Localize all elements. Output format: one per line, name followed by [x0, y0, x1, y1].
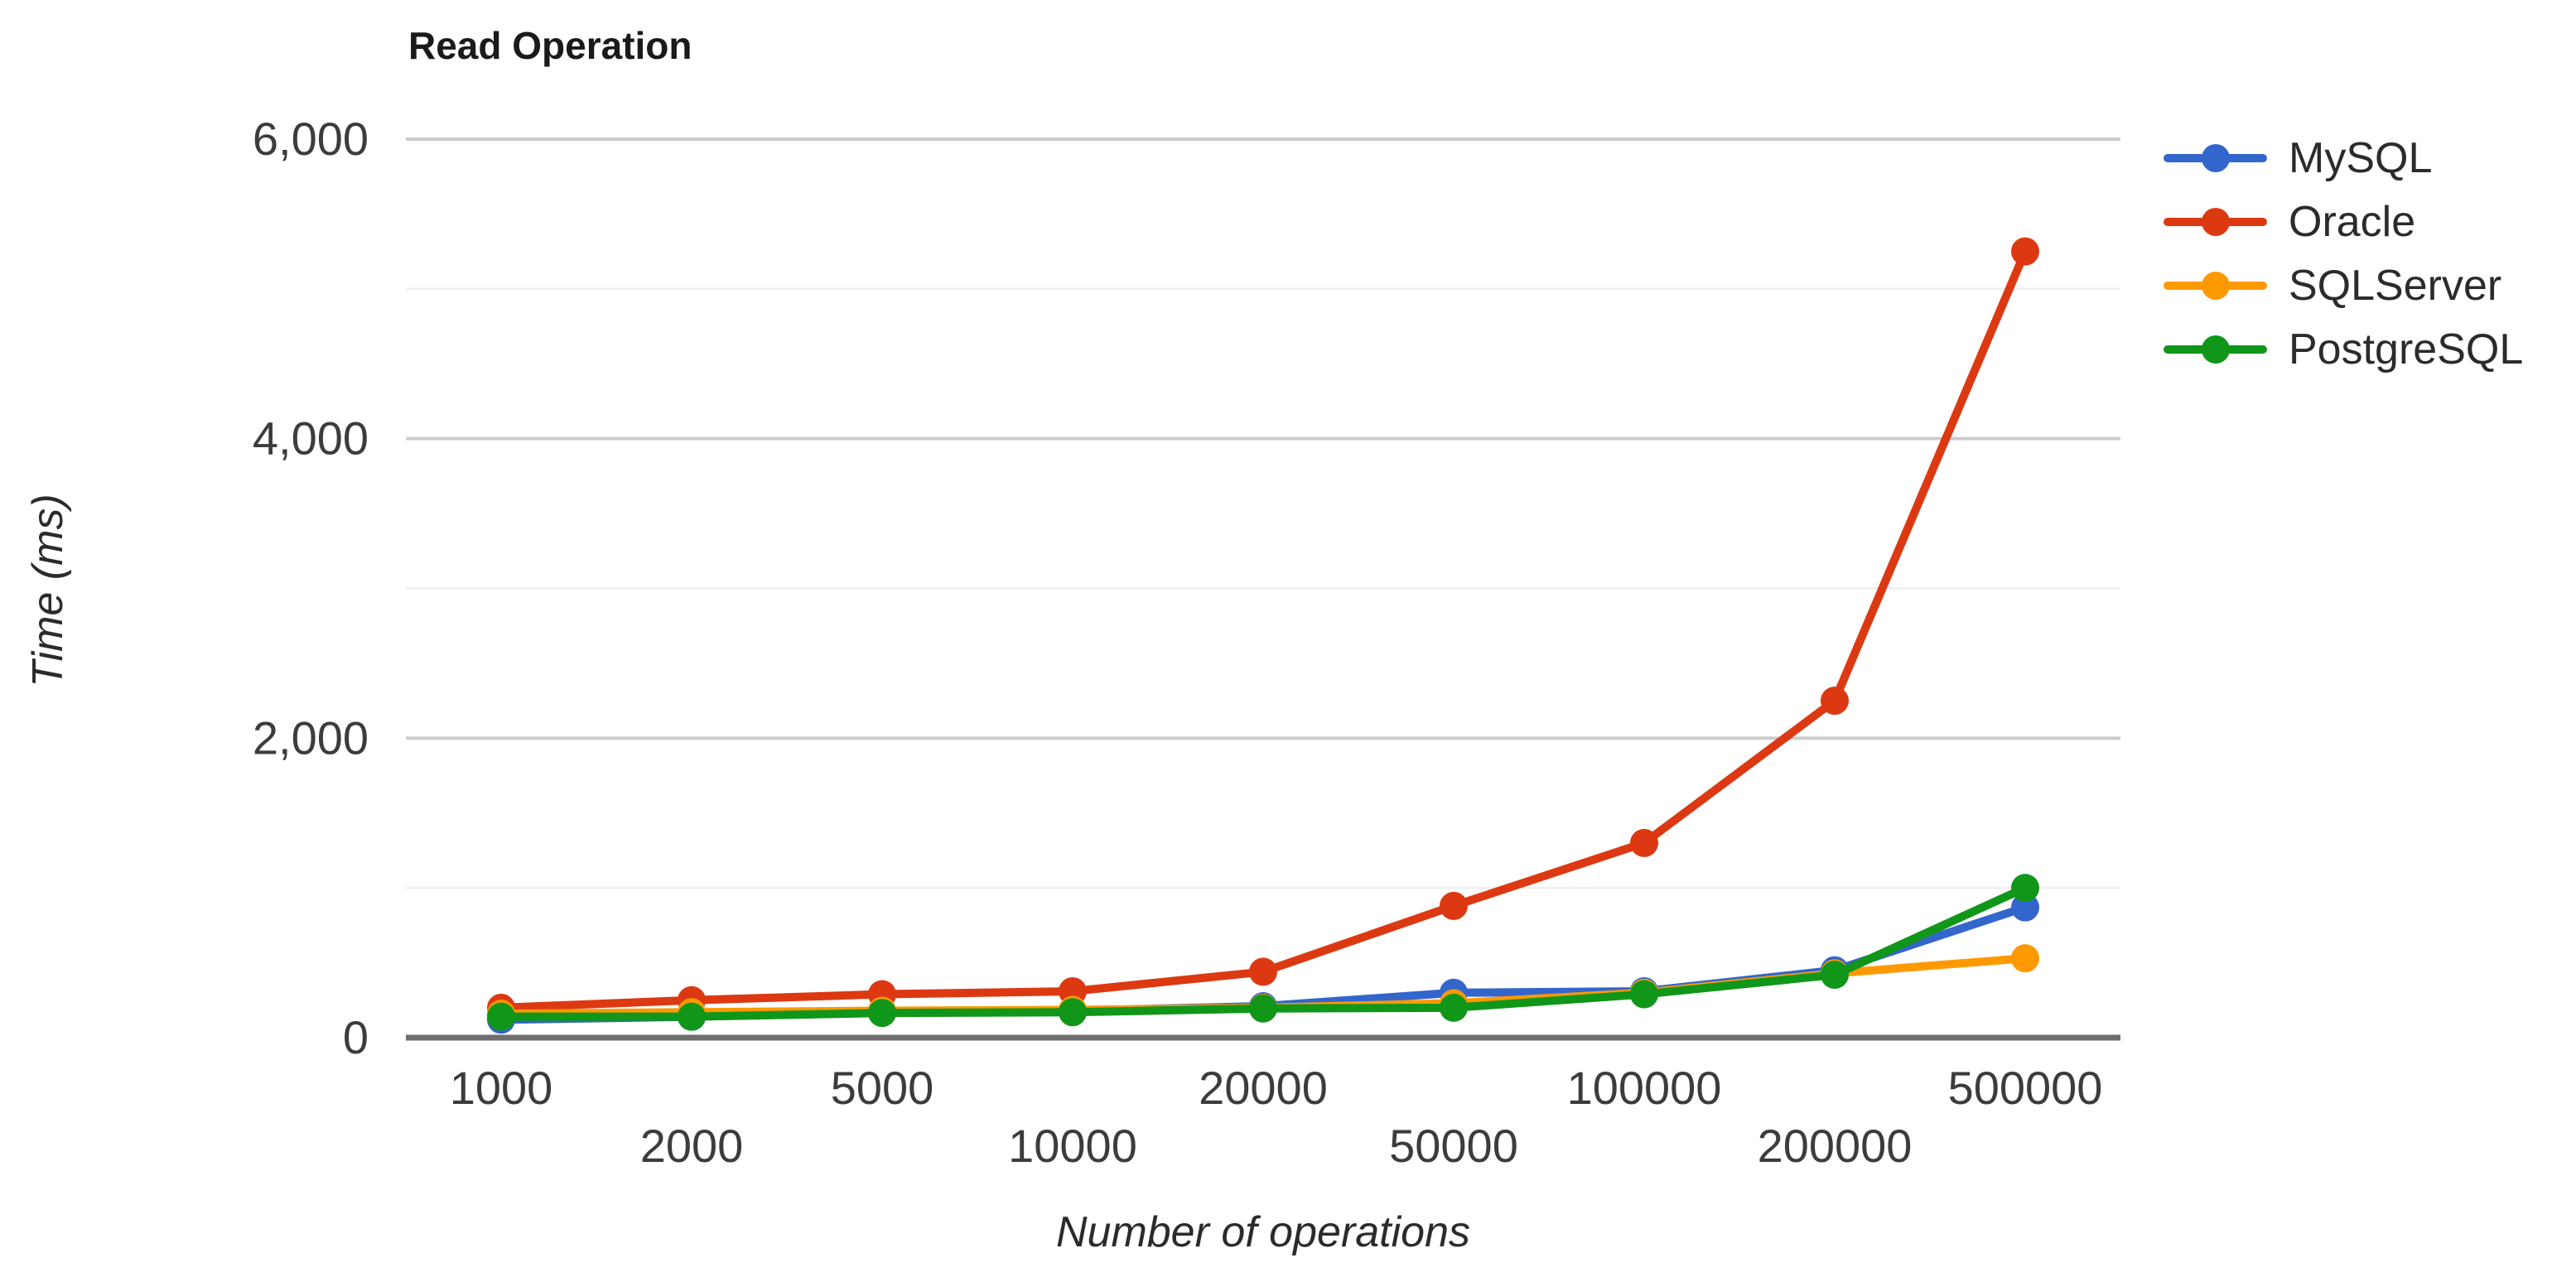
data-point-postgresql	[2011, 874, 2039, 903]
legend-label: MySQL	[2289, 133, 2433, 182]
legend-line-marker-postgresql	[2164, 335, 2267, 364]
data-point-oracle	[1630, 828, 1658, 857]
series-line-oracle	[500, 249, 2029, 1012]
data-point-postgresql	[487, 1002, 515, 1031]
legend-label: Oracle	[2289, 197, 2416, 246]
minor-gridlines	[406, 287, 2120, 889]
data-point-postgresql	[1249, 994, 1277, 1023]
legend-dot-icon	[2202, 207, 2230, 236]
data-point-postgresql	[1821, 961, 1849, 990]
data-point-postgresql	[868, 999, 896, 1028]
x-tick-label: 1000	[450, 1062, 553, 1114]
data-point-postgresql	[1440, 993, 1468, 1022]
legend-item-sqlserver: SQLServer	[2164, 253, 2523, 317]
y-tick-label: 0	[343, 1011, 369, 1063]
legend-item-postgresql: PostgreSQL	[2164, 317, 2523, 381]
y-tick-label: 4,000	[253, 412, 369, 465]
x-tick-label: 500000	[1948, 1062, 2103, 1114]
data-point-oracle	[1821, 687, 1849, 716]
legend-dot-icon	[2202, 271, 2230, 300]
legend-item-mysql: MySQL	[2164, 126, 2523, 190]
x-tick-label: 10000	[1008, 1120, 1137, 1172]
legend-label: PostgreSQL	[2289, 325, 2524, 373]
x-axis-title: Number of operations	[1055, 1208, 1471, 1256]
x-tick-label: 100000	[1567, 1062, 1722, 1114]
legend-line-marker-oracle	[2164, 207, 2267, 237]
data-point-oracle	[2011, 237, 2039, 266]
legend-label: SQLServer	[2289, 261, 2502, 310]
data-point-sqlserver	[2011, 944, 2039, 973]
y-tick-label: 6,000	[253, 113, 369, 165]
data-point-postgresql	[678, 1002, 706, 1031]
y-tick-label: 2,000	[253, 711, 369, 764]
legend: MySQL Oracle SQLServer PostgreSQL	[2164, 126, 2523, 381]
x-tick-labels: 1000 2000 5000 10000 20000 50000 100000 200000 5…	[450, 1062, 2103, 1172]
series-lines	[487, 237, 2039, 1034]
y-tick-labels: 0 2,000 4,000 6,000	[253, 113, 369, 1063]
x-tick-label: 5000	[831, 1062, 934, 1114]
legend-dot-icon	[2202, 143, 2230, 172]
major-gridlines	[406, 137, 2120, 740]
data-point-postgresql	[1059, 998, 1087, 1027]
x-tick-label: 50000	[1389, 1120, 1518, 1172]
data-point-mysql	[2011, 893, 2039, 922]
chart-title: Read Operation	[408, 24, 692, 67]
legend-line-marker-sqlserver	[2164, 271, 2267, 301]
data-point-oracle	[1440, 891, 1468, 920]
legend-dot-icon	[2202, 335, 2230, 364]
x-tick-label: 20000	[1199, 1062, 1328, 1114]
x-tick-label: 200000	[1758, 1120, 1913, 1172]
legend-line-marker-mysql	[2164, 143, 2267, 173]
data-point-postgresql	[1630, 980, 1658, 1009]
x-tick-label: 2000	[640, 1120, 744, 1172]
data-point-oracle	[1249, 957, 1277, 986]
legend-item-oracle: Oracle	[2164, 190, 2523, 253]
